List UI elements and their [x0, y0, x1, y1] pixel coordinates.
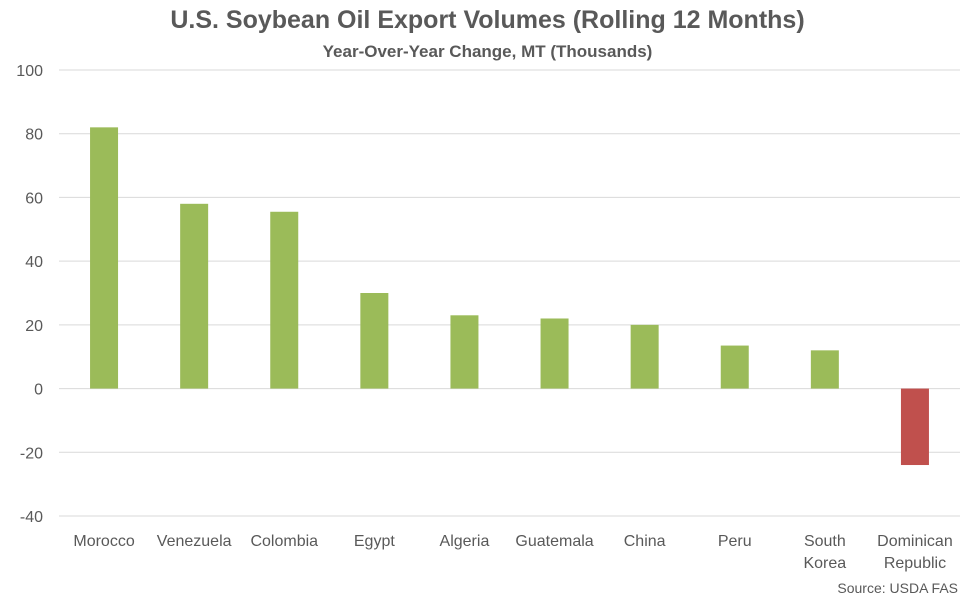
bar [900, 388, 929, 466]
y-tick-label: 100 [16, 63, 43, 80]
x-tick-label: Guatemala [515, 533, 593, 550]
bar [270, 211, 299, 389]
y-tick-label: 0 [34, 382, 43, 399]
y-tick-label: -40 [20, 509, 43, 526]
bar [540, 318, 569, 389]
x-tick-label: Dominican Republic [877, 533, 953, 572]
bar [720, 345, 749, 389]
y-tick-label: 80 [25, 127, 43, 144]
bar [810, 350, 839, 389]
x-tick-label: China [624, 533, 666, 550]
y-tick-label: 60 [25, 190, 43, 207]
x-tick-label: Peru [718, 533, 752, 550]
x-tick-label: Venezuela [157, 533, 232, 550]
bar [450, 315, 479, 389]
y-tick-label: -20 [20, 445, 43, 462]
x-tick-label: Algeria [440, 533, 490, 550]
bar [360, 293, 389, 389]
y-tick-label: 40 [25, 254, 43, 271]
x-tick-label: Morocco [73, 533, 134, 550]
bar [90, 127, 119, 389]
bar [630, 324, 659, 389]
source-note: Source: USDA FAS [837, 580, 958, 596]
x-tick-label: Colombia [250, 533, 318, 550]
bar [180, 203, 209, 389]
x-tick-label: Egypt [354, 533, 395, 550]
x-tick-label: South Korea [803, 533, 846, 572]
y-tick-label: 20 [25, 318, 43, 335]
chart-title: U.S. Soybean Oil Export Volumes (Rolling… [170, 6, 805, 34]
chart-subtitle: Year-Over-Year Change, MT (Thousands) [322, 42, 653, 61]
